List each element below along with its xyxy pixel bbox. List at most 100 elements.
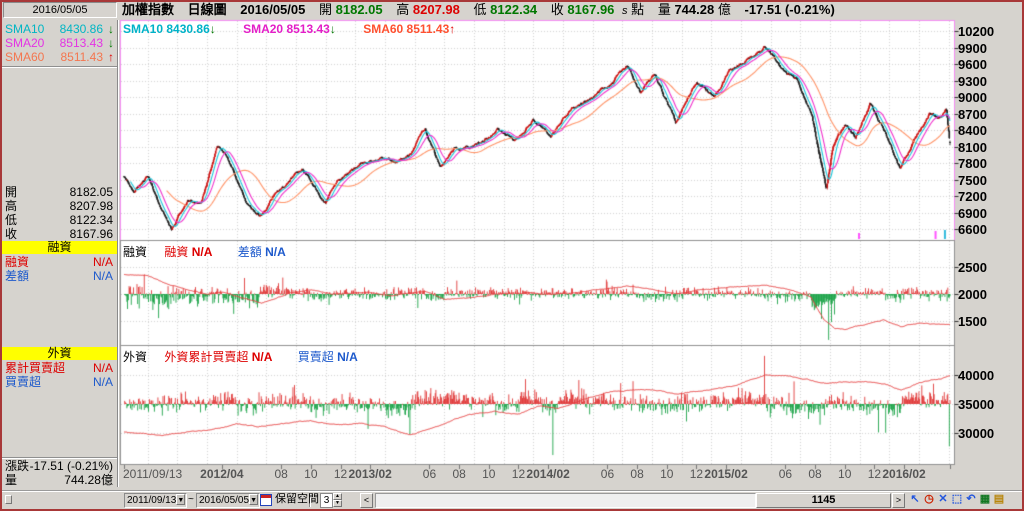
margin-row: 融資 N/A: [2, 256, 117, 269]
y-axis-label: 30000: [958, 426, 995, 441]
margin-panel-header: 融資 融資 N/A 差額 N/A: [123, 243, 286, 260]
reserve-space-spinner[interactable]: ▲ ▼: [333, 493, 342, 508]
header-date: 2016/05/05: [240, 2, 306, 17]
y-axis-label: 9000: [958, 90, 987, 105]
high-value: 8207.98: [412, 2, 460, 17]
change-row-value: -17.51 (-0.21%): [29, 459, 113, 473]
margin-row-label: 融資: [5, 255, 30, 269]
y-axis-label: 8400: [958, 123, 987, 138]
foreign-net-series-value: N/A: [337, 350, 358, 364]
reserve-space-input[interactable]: 3: [320, 493, 333, 508]
chart-type-label: 日線圖: [187, 2, 227, 17]
crosshair-icon[interactable]: ✕: [938, 493, 948, 505]
change-row: 漲跌 -17.51 (-0.21%): [2, 460, 117, 473]
x-axis-label: 2016/02: [882, 467, 926, 481]
x-axis-label: 08: [630, 467, 644, 481]
x-axis-label: 12: [867, 467, 882, 481]
volume-label: 量: [657, 2, 671, 17]
close-label: 收: [550, 2, 564, 17]
s-mark: s: [622, 5, 628, 17]
volume-value: 744.28: [674, 2, 715, 17]
y-axis-label: 7200: [958, 189, 987, 204]
y-axis-label: 6600: [958, 222, 987, 237]
close-row-label: 收: [5, 227, 18, 241]
y-axis-label: 9600: [958, 57, 987, 72]
to-date-dropdown-icon[interactable]: ▼: [249, 494, 259, 505]
to-date-combo[interactable]: 2016/05/05▼: [196, 493, 261, 508]
foreign-panel-name: 外資: [123, 350, 148, 364]
x-axis-label: 12: [333, 467, 348, 481]
legend-sma20-arrow-icon: ↓: [329, 22, 336, 36]
foreign-panel-header: 外資 外資累計買賣超 N/A 買賣超 N/A: [123, 348, 358, 365]
sidebar-sma10-row: SMA10 8430.86 ↓: [2, 23, 117, 36]
x-axis-label: 2012/04: [200, 467, 244, 481]
x-axis-label: 08: [452, 467, 466, 481]
open-row-label: 開: [5, 185, 18, 199]
low-row: 低 8122.34: [2, 214, 117, 227]
volume-unit: 億: [717, 2, 731, 17]
y-axis-label: 6900: [958, 205, 987, 221]
scrollbar-track[interactable]: [375, 493, 756, 508]
margin-diff-label: 差額: [5, 269, 30, 283]
reserve-space-label: 保留空間: [275, 493, 319, 505]
margin-diff-value: N/A: [92, 269, 113, 283]
high-row-label: 高: [5, 199, 18, 213]
clipboard-icon[interactable]: ▤: [993, 493, 1005, 505]
margin-panel-name: 融資: [123, 245, 148, 259]
undo-icon[interactable]: ↶: [966, 493, 976, 505]
foreign-cum-row: 累計買賣超 N/A: [2, 362, 117, 375]
x-axis-label: 2014/02: [526, 467, 570, 481]
close-row-value: 8167.96: [69, 227, 113, 241]
y-axis-label: 9300: [958, 73, 987, 89]
y-axis-label: 40000: [958, 368, 995, 383]
y-axis-label: 7800: [958, 156, 987, 171]
calendar-icon[interactable]: [260, 494, 272, 506]
scrollbar-thumb[interactable]: 1145: [756, 493, 891, 508]
x-axis-label: 10: [838, 467, 852, 481]
foreign-section-header: 外資: [2, 347, 117, 360]
from-date-dropdown-icon[interactable]: ▼: [176, 494, 186, 505]
x-axis-label: 12: [511, 467, 526, 481]
volume-row: 量 744.28億: [2, 474, 117, 487]
pointer-icon[interactable]: ↖: [910, 493, 920, 505]
sidebar: SMA10 8430.86 ↓ SMA20 8513.43 ↓ SMA60 85…: [2, 20, 118, 487]
legend-sma20: SMA20 8513.43↓: [243, 22, 336, 36]
foreign-net-label: 買賣超: [5, 375, 42, 389]
x-axis-label: 2013/02: [348, 467, 392, 481]
foreign-cum-series-value: N/A: [251, 350, 273, 364]
high-row-value: 8207.98: [69, 199, 113, 213]
sma60-arrow-icon: ↑: [108, 50, 114, 64]
legend-sma60-arrow-icon: ↑: [449, 22, 456, 36]
bar-chart-icon[interactable]: ▦: [979, 493, 991, 505]
open-row: 開 8182.05: [2, 186, 117, 199]
x-axis-label: 06: [778, 467, 793, 481]
x-axis-label: 2015/02: [704, 467, 748, 481]
margin-diff-series-value: N/A: [265, 245, 286, 259]
margin-diff-series-label: 差額: [237, 245, 262, 259]
sma20-label: SMA20: [5, 36, 45, 50]
sma-legend: SMA10 8430.86↓ SMA20 8513.43↓ SMA60 8511…: [123, 22, 479, 36]
low-row-value: 8122.34: [69, 213, 113, 227]
y-axis-label: 35000: [958, 397, 995, 412]
sidebar-separator: [2, 66, 117, 68]
sidebar-sma60-row: SMA60 8511.43 ↑: [2, 51, 117, 64]
spinner-down-icon[interactable]: ▼: [333, 500, 342, 507]
clock-icon[interactable]: ◷: [924, 493, 934, 505]
open-row-value: 8182.05: [69, 185, 113, 199]
scroll-right-button[interactable]: >: [892, 493, 905, 508]
open-label: 開: [318, 2, 332, 17]
scroll-left-button[interactable]: <: [360, 493, 373, 508]
date-box[interactable]: 2016/05/05: [3, 2, 117, 18]
spinner-up-icon[interactable]: ▲: [333, 493, 342, 500]
from-date-combo[interactable]: 2011/09/13▼: [124, 493, 188, 508]
x-axis-label: 06: [600, 467, 615, 481]
sidebar-separator-bottom: [2, 457, 117, 459]
statusbar-grip[interactable]: [5, 495, 12, 504]
sma20-value: 8513.43: [59, 36, 103, 50]
foreign-cum-label: 累計買賣超: [5, 361, 66, 375]
x-axis-label: 06: [422, 467, 437, 481]
fit-frame-icon[interactable]: ⬚: [951, 493, 963, 505]
y-axis-label: 8700: [958, 106, 987, 122]
low-row-label: 低: [5, 213, 18, 227]
